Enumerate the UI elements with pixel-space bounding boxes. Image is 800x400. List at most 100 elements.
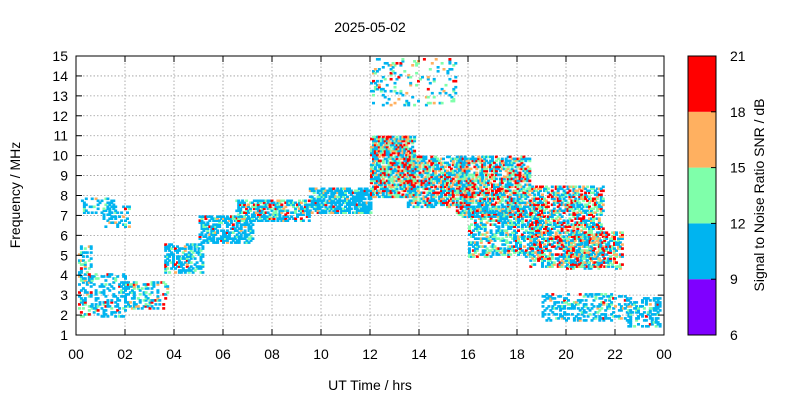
data-point: [591, 239, 595, 242]
data-point: [520, 209, 524, 213]
data-point: [479, 175, 483, 179]
data-point: [305, 211, 309, 214]
data-point: [381, 165, 385, 169]
data-point: [375, 185, 379, 189]
data-point: [225, 225, 229, 228]
data-point: [605, 247, 609, 250]
data-point: [566, 257, 570, 260]
data-point: [498, 201, 502, 205]
data-point: [372, 189, 375, 193]
data-point: [106, 287, 110, 290]
data-point: [573, 263, 577, 266]
data-point: [606, 295, 610, 298]
data-point: [481, 159, 485, 163]
data-point: [471, 195, 475, 199]
data-point: [430, 177, 434, 181]
data-point: [516, 163, 520, 167]
data-point: [555, 313, 559, 316]
data-point: [406, 171, 410, 175]
data-point: [100, 283, 104, 286]
data-point: [614, 297, 617, 300]
data-point: [177, 255, 181, 258]
data-point: [406, 165, 410, 169]
data-point: [377, 155, 381, 159]
data-point: [493, 179, 496, 183]
data-point: [227, 231, 231, 234]
data-point: [370, 193, 373, 197]
data-point: [393, 149, 397, 153]
data-point: [497, 219, 501, 222]
data-point: [191, 251, 195, 254]
data-point: [294, 211, 298, 214]
data-point: [100, 199, 104, 203]
data-point: [531, 209, 535, 213]
data-point: [83, 301, 87, 304]
data-point: [522, 185, 526, 189]
data-point: [608, 295, 612, 298]
data-point: [582, 303, 586, 306]
data-point: [532, 255, 536, 258]
data-point: [477, 207, 481, 211]
data-point: [222, 239, 225, 242]
data-point: [564, 241, 568, 244]
data-point: [432, 195, 436, 199]
data-point: [197, 265, 201, 268]
data-point: [164, 259, 168, 262]
data-point: [426, 183, 430, 187]
data-point: [397, 179, 401, 183]
data-point: [520, 217, 524, 220]
data-point: [122, 215, 126, 218]
data-point: [580, 219, 584, 222]
data-point: [389, 187, 393, 191]
data-point: [491, 177, 494, 181]
data-point: [344, 205, 347, 209]
data-point: [457, 185, 461, 189]
data-point: [172, 265, 175, 268]
data-point: [379, 165, 383, 169]
data-point: [365, 205, 369, 209]
data-point: [361, 189, 365, 193]
data-point: [608, 305, 612, 308]
data-point: [397, 139, 401, 143]
data-point: [556, 215, 560, 218]
data-point: [582, 309, 586, 312]
data-point: [533, 237, 537, 240]
data-point: [495, 251, 499, 254]
data-point: [401, 163, 405, 167]
data-point: [367, 197, 371, 201]
data-point: [514, 175, 518, 179]
data-point: [156, 291, 160, 294]
data-point: [395, 171, 399, 175]
data-point: [245, 205, 249, 209]
data-point: [357, 211, 361, 214]
data-point: [191, 267, 195, 270]
data-point: [399, 179, 403, 183]
data-point: [489, 217, 493, 220]
data-point: [434, 171, 438, 175]
data-point: [237, 215, 241, 218]
data-point: [183, 257, 187, 260]
data-point: [559, 295, 563, 298]
data-point: [546, 187, 550, 191]
data-point: [613, 235, 616, 238]
data-point: [468, 209, 471, 213]
data-point: [446, 181, 449, 185]
data-point: [447, 195, 451, 199]
data-point: [90, 307, 94, 310]
data-point: [375, 155, 379, 159]
data-point: [403, 139, 407, 143]
data-point: [475, 237, 479, 240]
data-point: [434, 191, 438, 195]
data-point: [94, 307, 98, 310]
data-point: [365, 209, 369, 212]
data-point: [592, 187, 595, 191]
data-point: [114, 211, 118, 214]
data-point: [588, 213, 591, 216]
data-point: [526, 235, 530, 238]
data-point: [442, 197, 445, 201]
data-point: [106, 213, 110, 216]
data-point: [383, 167, 387, 171]
data-point: [92, 205, 96, 209]
data-point: [314, 203, 318, 207]
data-point: [416, 155, 420, 159]
